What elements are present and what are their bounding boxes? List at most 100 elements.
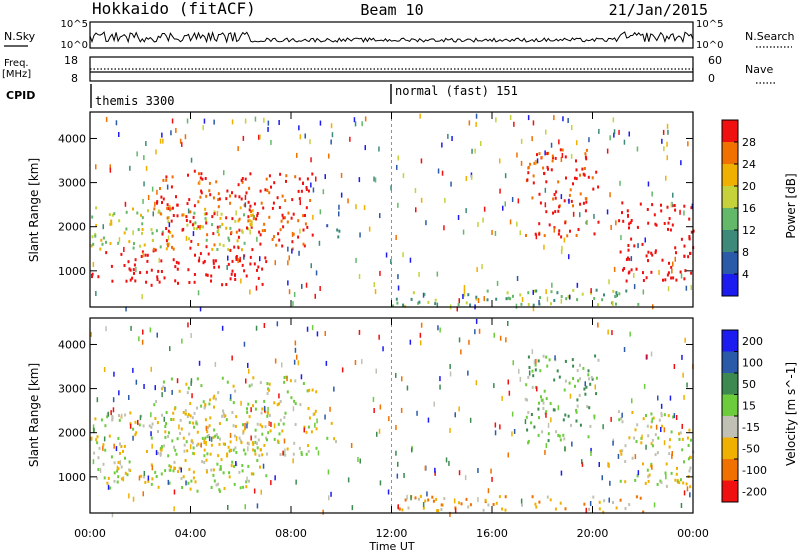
echo-speckle (516, 221, 518, 227)
echo-cell (165, 239, 168, 243)
echo-cell (182, 475, 185, 479)
echo-cell (133, 263, 136, 267)
echo-cell (268, 174, 271, 178)
echo-cell (150, 482, 153, 486)
echo-cell (440, 503, 443, 507)
echo-cell (670, 471, 673, 475)
echo-cell (297, 189, 300, 193)
echo-speckle (560, 298, 563, 304)
echo-cell (203, 441, 206, 445)
echo-cell (231, 460, 234, 464)
cpid-mode-1: themis 3300 (95, 94, 174, 108)
echo-speckle (143, 155, 145, 161)
echo-speckle (239, 256, 241, 262)
echo-cell (185, 440, 188, 444)
echo-speckle (598, 128, 600, 134)
echo-speckle (255, 285, 258, 291)
echo-cell (562, 418, 565, 422)
echo-cell (683, 254, 686, 258)
echo-cell (628, 222, 631, 226)
echo-cell (538, 416, 540, 420)
echo-cell (560, 295, 563, 298)
echo-cell (247, 402, 250, 406)
echo-speckle (316, 418, 318, 424)
echo-speckle (593, 414, 596, 420)
echo-cell (143, 475, 146, 479)
echo-speckle (181, 141, 183, 147)
echo-cell (534, 502, 537, 506)
echo-speckle (672, 261, 674, 267)
echo-cell (593, 297, 596, 300)
echo-cell (225, 283, 228, 286)
echo-cell (282, 225, 285, 229)
echo-cell (337, 235, 340, 239)
echo-cell (681, 448, 684, 452)
echo-cell (647, 434, 650, 438)
echo-speckle (454, 508, 457, 514)
echo-cell (200, 191, 203, 195)
echo-cell (180, 477, 183, 481)
echo-speckle (501, 395, 503, 401)
echo-cell (200, 384, 203, 388)
echo-cell (542, 401, 545, 405)
echo-speckle (593, 213, 595, 219)
echo-speckle (291, 231, 294, 237)
echo-speckle (458, 470, 461, 476)
echo-cell (305, 206, 308, 210)
echo-cell (582, 201, 585, 205)
echo-speckle (550, 142, 553, 148)
echo-cell (233, 245, 236, 249)
echo-cell (167, 207, 170, 211)
echo-speckle (246, 476, 248, 482)
echo-speckle (270, 139, 272, 145)
echo-speckle (545, 412, 547, 418)
echo-speckle (138, 336, 140, 342)
echo-speckle (248, 368, 250, 374)
echo-cell (228, 471, 231, 475)
echo-speckle (349, 136, 351, 142)
echo-speckle (545, 129, 547, 135)
echo-cell (583, 502, 586, 506)
echo-speckle (671, 451, 673, 456)
echo-cell (546, 165, 549, 169)
echo-speckle (448, 460, 450, 466)
echo-cell (186, 391, 189, 395)
echo-speckle (436, 271, 439, 277)
echo-cell (228, 238, 231, 242)
echo-cell (167, 435, 170, 438)
echo-cell (134, 279, 137, 283)
echo-cell (555, 430, 558, 434)
echo-speckle (276, 321, 279, 327)
echo-cell (396, 301, 399, 305)
echo-cell (208, 402, 211, 406)
echo-speckle (190, 333, 192, 338)
echo-speckle (168, 222, 171, 228)
echo-speckle (256, 236, 258, 242)
echo-cell (161, 413, 164, 417)
echo-speckle (354, 360, 357, 365)
echo-cell (557, 180, 560, 184)
echo-cell (635, 267, 638, 271)
echo-speckle (684, 337, 686, 343)
echo-speckle (316, 331, 319, 337)
echo-cell (307, 189, 310, 193)
echo-cell (557, 209, 560, 213)
echo-cell (645, 276, 648, 280)
echo-cell (150, 463, 153, 467)
echo-cell (252, 472, 255, 476)
echo-cell (123, 444, 126, 448)
echo-cell (268, 191, 271, 195)
echo-cell (670, 276, 673, 280)
x-tick-label: 04:00 (175, 527, 207, 540)
echo-cell (108, 434, 111, 438)
freq-label-line2: [MHz] (2, 69, 31, 80)
echo-speckle (402, 252, 404, 258)
echo-speckle (586, 219, 588, 225)
noise-left-tick-bottom: 10^0 (61, 40, 88, 51)
echo-cell (253, 449, 256, 453)
echo-cell (213, 394, 216, 398)
echo-cell (201, 436, 204, 440)
echo-cell (261, 425, 264, 429)
echo-speckle (533, 359, 536, 365)
echo-cell (585, 200, 588, 204)
